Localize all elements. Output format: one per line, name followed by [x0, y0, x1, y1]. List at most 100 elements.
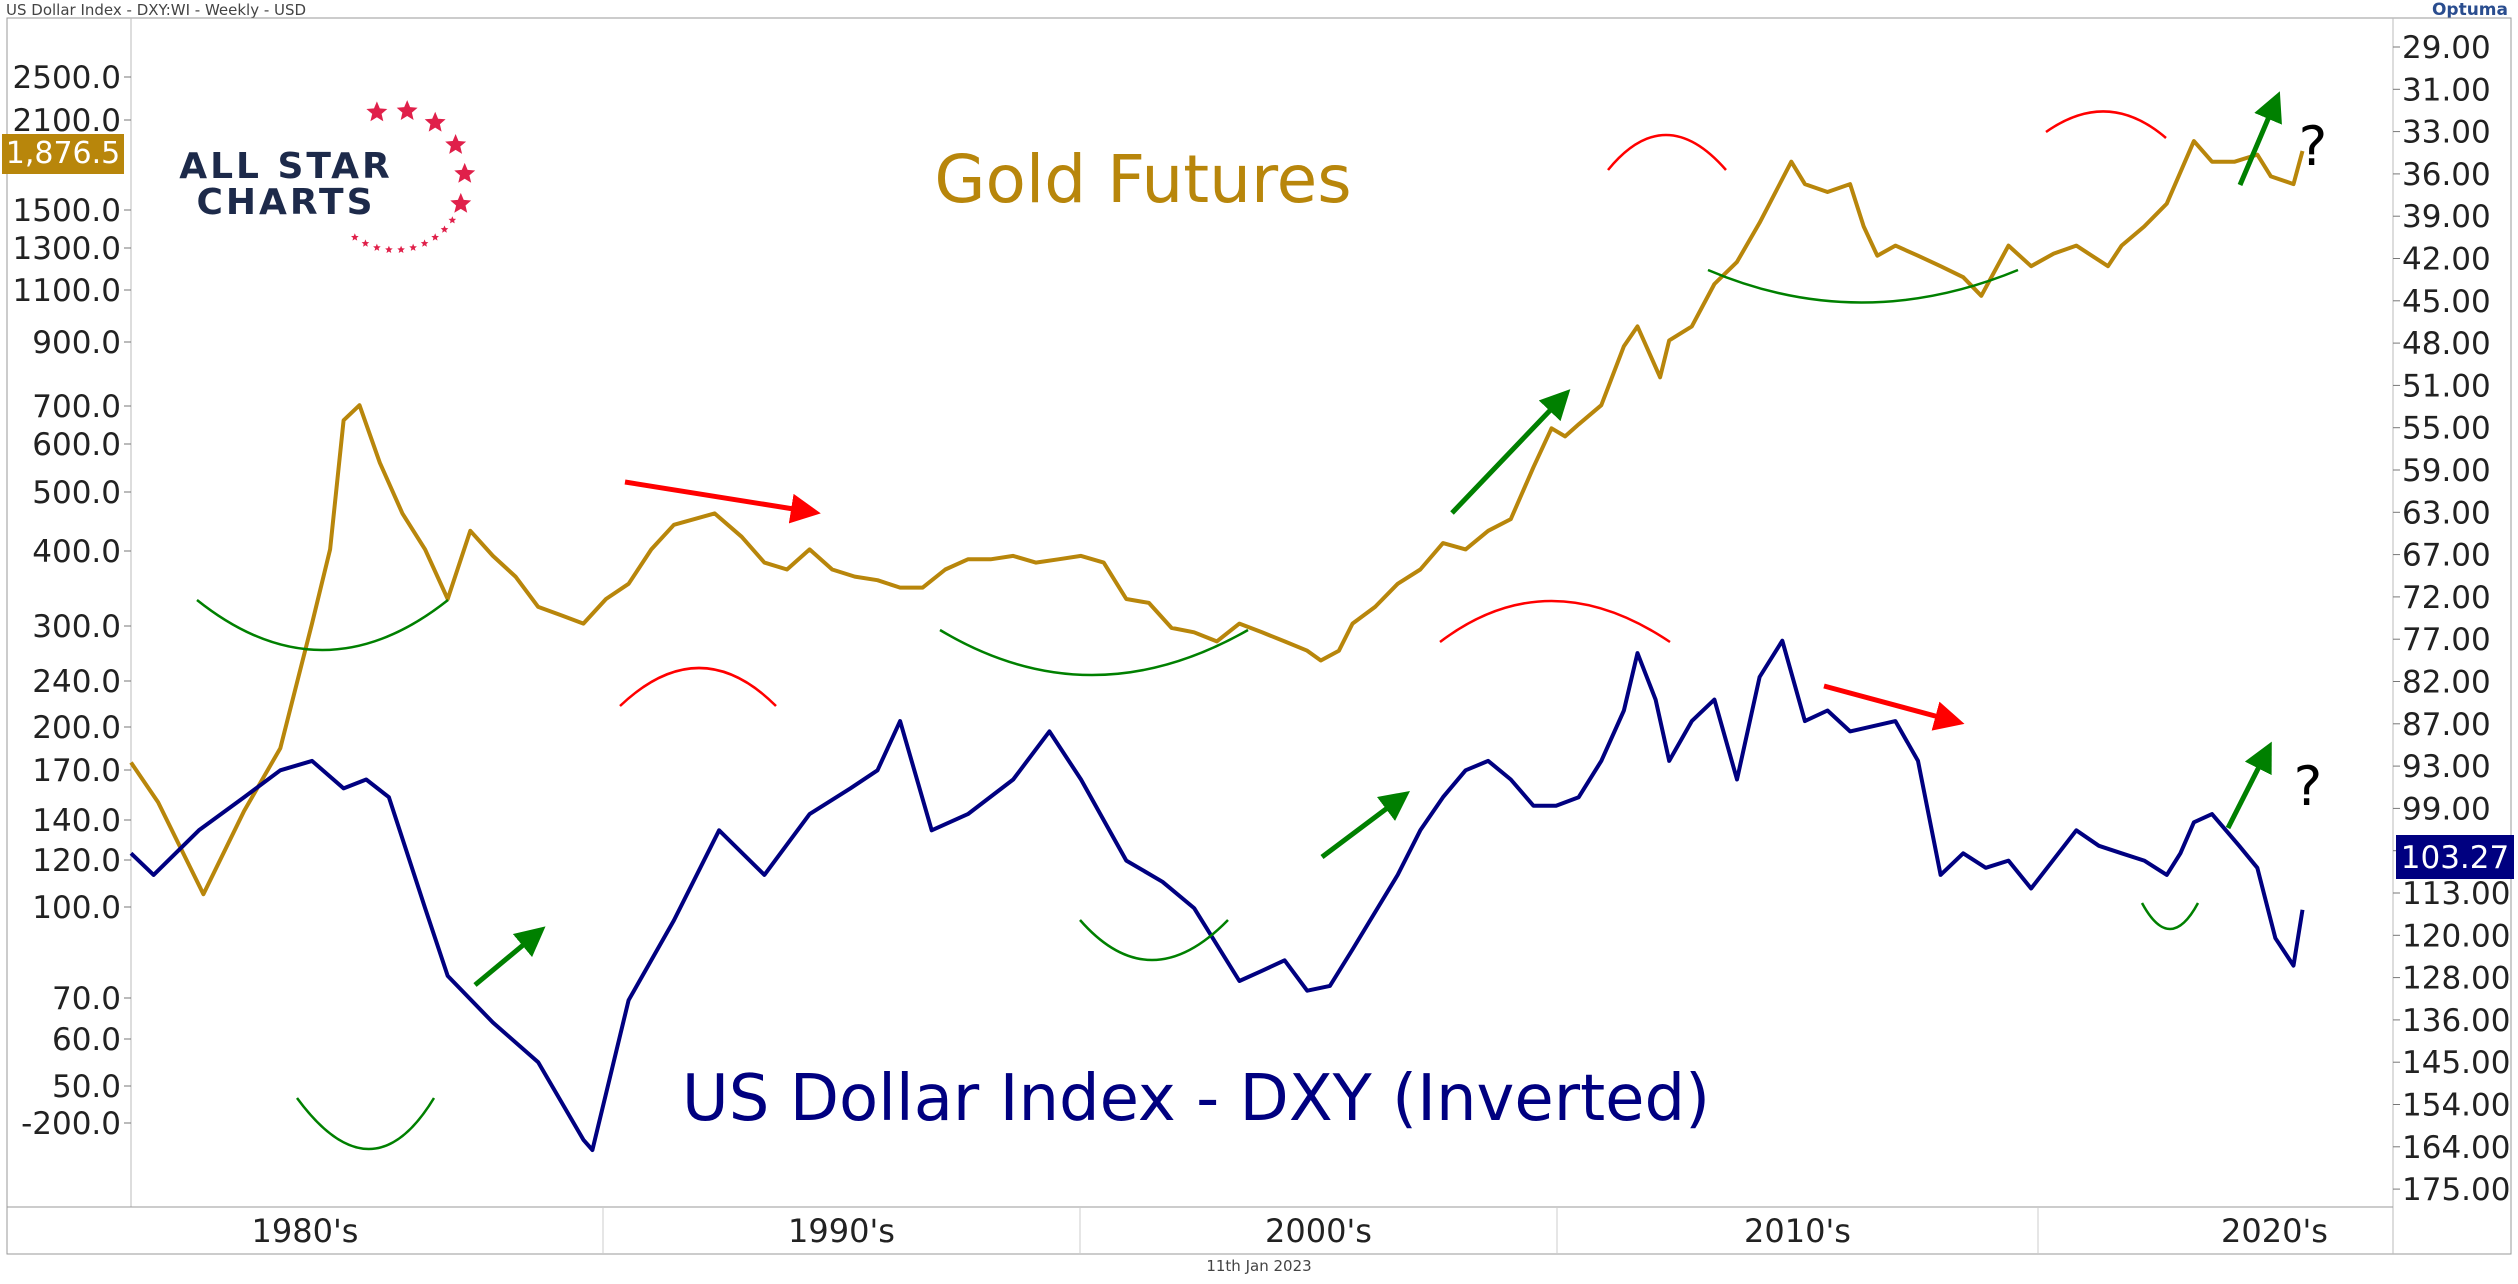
logo-stars — [351, 100, 476, 253]
x-axis-labels: 1980's 1990's 2000's 2010's 2020's — [252, 1207, 2328, 1254]
right-tick-label: 136.00 — [2402, 1003, 2510, 1039]
all-star-charts-logo: ALL STAR CHARTS — [179, 100, 476, 253]
dxy-last-value-text: 103.27 — [2401, 840, 2509, 876]
gold-red-arrow-1990s — [624, 479, 821, 524]
logo-star — [445, 134, 467, 154]
annotation-curves — [196, 110, 2200, 1151]
right-tick-label: 72.00 — [2402, 580, 2491, 616]
left-tick-label: 1100.0 — [13, 273, 121, 309]
brand-logo: Optuma — [2432, 0, 2508, 20]
dxy-top-arc-2006 — [1439, 599, 1671, 644]
right-tick-label: 51.00 — [2402, 368, 2491, 404]
logo-star — [366, 101, 388, 122]
right-tick-label: 145.00 — [2402, 1045, 2510, 1081]
right-tick-label: 154.00 — [2402, 1088, 2510, 1124]
left-tick-label: 1500.0 — [13, 193, 121, 229]
right-tick-label: 128.00 — [2402, 961, 2510, 997]
right-tick-label: 31.00 — [2402, 72, 2491, 108]
right-axis-ticks: 29.00 31.00 33.00 36.00 39.00 42.00 45.00 48.00… — [2393, 30, 2510, 1208]
gold-futures-label: Gold Futures — [934, 141, 1351, 218]
right-tick-label: 82.00 — [2402, 665, 2491, 701]
dxy-green-arrow-2000s — [1320, 791, 1410, 859]
x-tick-label: 1980's — [252, 1212, 359, 1250]
right-tick-label: 164.00 — [2402, 1130, 2510, 1166]
logo-line1: ALL STAR — [179, 146, 393, 187]
right-tick-label: 175.00 — [2402, 1172, 2510, 1208]
question-mark-gold: ? — [2299, 115, 2328, 178]
gold-top-arc-2020 — [2045, 110, 2167, 139]
logo-star — [385, 245, 393, 253]
logo-line2: CHARTS — [197, 182, 376, 223]
right-tick-label: 87.00 — [2402, 707, 2491, 743]
chart-header-title: US Dollar Index - DXY:WI - Weekly - USD — [6, 1, 307, 19]
annotation-arrows — [473, 91, 2282, 987]
left-tick-label: 700.0 — [32, 389, 121, 425]
left-tick-label: 70.0 — [52, 981, 121, 1017]
left-tick-label: 600.0 — [32, 427, 121, 463]
logo-star — [397, 245, 405, 253]
dxy-bottom-arc-2001 — [1079, 919, 1229, 962]
left-tick-label: 900.0 — [32, 325, 121, 361]
logo-star — [450, 192, 472, 213]
left-tick-label: 60.0 — [52, 1022, 121, 1058]
left-tick-label: 500.0 — [32, 475, 121, 511]
logo-star — [361, 239, 370, 247]
dxy-green-arrow-2023 — [2225, 741, 2272, 830]
gold-last-value-box — [2, 134, 124, 174]
logo-star — [396, 100, 418, 120]
dxy-red-arrow-2010s — [1823, 683, 1965, 731]
gold-green-arrow-2023 — [2237, 91, 2282, 186]
plot-frame — [6, 17, 2512, 1255]
right-tick-label: 36.00 — [2402, 157, 2491, 193]
right-tick-label: 93.00 — [2402, 749, 2491, 785]
logo-star — [440, 225, 449, 233]
brand-name: Optuma — [2431, 0, 2508, 20]
logo-star — [424, 111, 446, 132]
dxy-last-value-badge: 103.27 — [2396, 835, 2514, 879]
left-tick-label: 400.0 — [32, 534, 121, 570]
right-tick-label: 77.00 — [2402, 622, 2491, 658]
right-tick-label: 45.00 — [2402, 284, 2491, 320]
gold-last-value-text: 1,876.5 — [6, 136, 121, 171]
right-tick-label: 63.00 — [2402, 495, 2491, 531]
logo-star — [431, 233, 439, 241]
left-tick-label: 1300.0 — [13, 231, 121, 267]
right-tick-label: 120.00 — [2402, 918, 2510, 954]
dxy-bottom-arc-2022 — [2140, 902, 2200, 931]
logo-star — [420, 239, 429, 247]
left-tick-label: 300.0 — [32, 609, 121, 645]
left-tick-label: 200.0 — [32, 710, 121, 746]
right-tick-label: 42.00 — [2402, 242, 2491, 278]
dxy-top-arc-1987 — [619, 666, 777, 707]
right-tick-label: 29.00 — [2402, 30, 2491, 66]
question-mark-dxy: ? — [2294, 755, 2323, 818]
gold-last-value-badge: 1,876.5 — [2, 134, 124, 174]
left-tick-label: 50.0 — [52, 1069, 121, 1105]
chart-footer-date: 11th Jan 2023 — [1206, 1257, 1312, 1275]
right-tick-label: 55.00 — [2402, 411, 2491, 447]
right-tick-label: 67.00 — [2402, 538, 2491, 574]
dxy-label: US Dollar Index - DXY (Inverted) — [682, 1062, 1710, 1136]
gold-bottom-arc-2010s — [1707, 268, 2019, 304]
x-tick-label: 2010's — [1744, 1212, 1851, 1250]
right-tick-label: 99.00 — [2402, 791, 2491, 827]
logo-star — [448, 216, 457, 224]
gold-futures-line — [129, 139, 2305, 897]
left-tick-label: -200.0 — [21, 1106, 121, 1142]
x-tick-label: 2020's — [2221, 1212, 2328, 1250]
logo-star — [351, 233, 359, 241]
logo-star — [373, 243, 381, 251]
left-tick-label: 100.0 — [32, 890, 121, 926]
x-tick-label: 2000's — [1265, 1212, 1372, 1250]
gold-top-arc-2011 — [1607, 133, 1727, 171]
left-tick-label: 240.0 — [32, 664, 121, 700]
right-tick-label: 59.00 — [2402, 453, 2491, 489]
right-tick-label: 39.00 — [2402, 199, 2491, 235]
right-tick-label: 48.00 — [2402, 326, 2491, 362]
logo-star — [409, 243, 417, 251]
gold-bottom-arc-1980s — [196, 599, 449, 652]
dxy-bottom-arc-1985 — [295, 1097, 436, 1151]
